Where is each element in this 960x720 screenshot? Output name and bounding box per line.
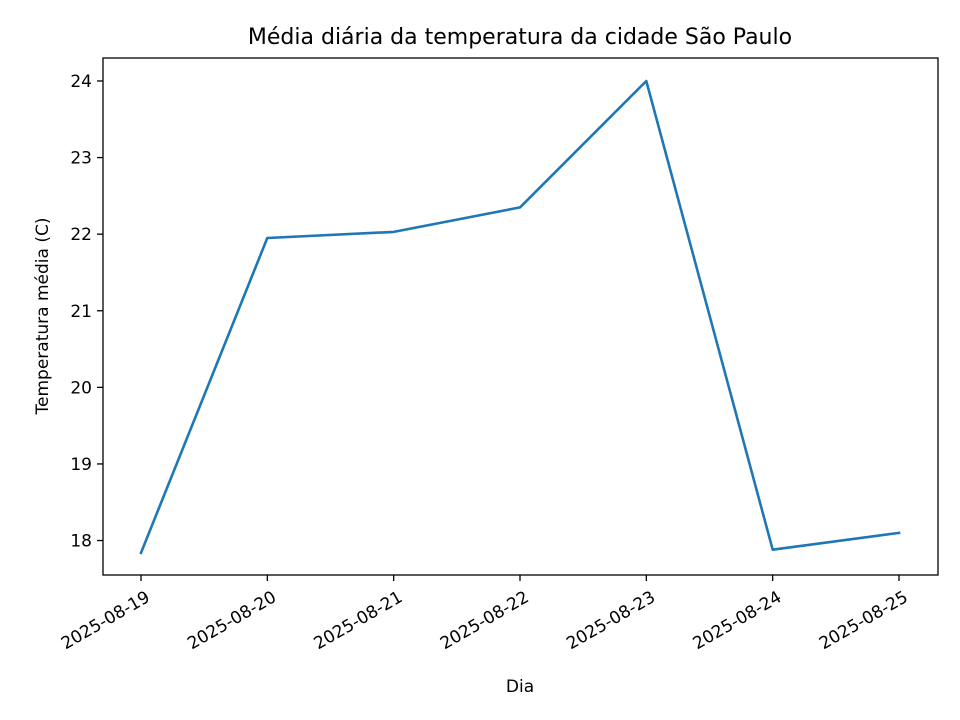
y-tick-label: 18 <box>70 532 92 552</box>
series-line <box>139 79 901 555</box>
y-tick-label: 22 <box>70 225 92 245</box>
x-tick-label: 2025-08-20 <box>184 587 280 654</box>
y-axis: 18 19 20 21 22 23 24 <box>70 72 103 552</box>
x-tick-label: 2025-08-22 <box>437 587 533 654</box>
y-tick-label: 24 <box>70 72 92 92</box>
x-axis-label: Dia <box>506 677 534 697</box>
y-tick-label: 23 <box>70 149 92 169</box>
x-tick-label: 2025-08-19 <box>58 587 154 654</box>
x-tick-label: 2025-08-24 <box>690 587 786 654</box>
chart-title: Média diária da temperatura da cidade Sã… <box>248 25 792 50</box>
x-axis: 2025-08-19 2025-08-20 2025-08-21 2025-08-22… <box>58 575 912 654</box>
y-tick-label: 20 <box>70 378 92 398</box>
series-group <box>139 79 901 555</box>
y-axis-label: Temperatura média (C) <box>33 218 53 416</box>
plot-frame <box>102 57 939 576</box>
x-tick-label: 2025-08-25 <box>816 587 912 654</box>
y-tick-label: 21 <box>70 302 92 322</box>
x-tick-label: 2025-08-23 <box>563 587 659 654</box>
x-tick-label: 2025-08-21 <box>311 587 407 654</box>
y-tick-label: 19 <box>70 455 92 475</box>
